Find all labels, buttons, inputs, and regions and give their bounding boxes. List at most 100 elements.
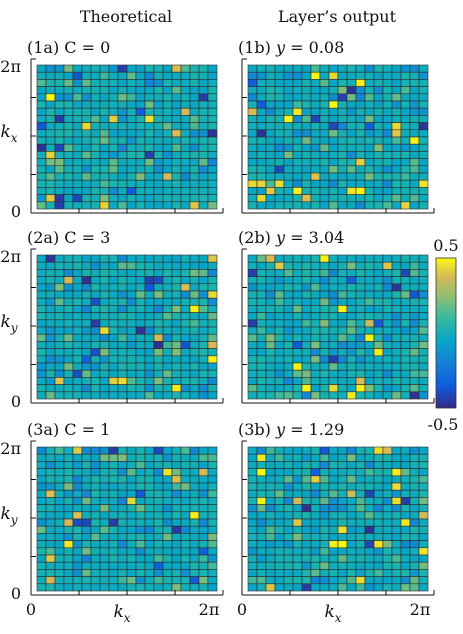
- heatmap-cell: [72, 561, 83, 570]
- heatmap-cell: [418, 143, 429, 152]
- heatmap-cell: [153, 283, 164, 292]
- heatmap-cell: [72, 540, 83, 549]
- heatmap-cell: [153, 276, 164, 285]
- heatmap-cell: [171, 86, 182, 95]
- heatmap-cell: [207, 179, 218, 188]
- heatmap-cell: [265, 100, 276, 109]
- heatmap-cell: [72, 143, 83, 152]
- heatmap-cell: [256, 283, 267, 292]
- heatmap-cell: [36, 261, 47, 270]
- heatmap-cell: [373, 194, 384, 203]
- heatmap-cell: [337, 482, 348, 491]
- heatmap-cell: [90, 276, 101, 285]
- heatmap-cell: [418, 348, 429, 357]
- heatmap-cell: [391, 64, 402, 73]
- heatmap-cell: [207, 326, 218, 335]
- heatmap-cell: [54, 93, 65, 102]
- heatmap-cell: [189, 583, 200, 592]
- heatmap-cell: [45, 79, 56, 87]
- heatmap-cell: [418, 547, 429, 556]
- heatmap-cell: [117, 348, 128, 357]
- heatmap-cell: [346, 290, 357, 299]
- y-tick-label: 0: [11, 584, 21, 603]
- heatmap-cell: [207, 100, 218, 109]
- heatmap-cell: [171, 369, 182, 378]
- heatmap-cell: [90, 569, 101, 577]
- heatmap-cell: [45, 540, 56, 549]
- heatmap-cell: [355, 179, 366, 188]
- heatmap-cell: [63, 547, 74, 556]
- heatmap-cell: [198, 305, 209, 313]
- heatmap-cell: [135, 525, 146, 534]
- heatmap-cell: [144, 369, 155, 378]
- heatmap-cell: [135, 129, 146, 138]
- heatmap-cell: [45, 362, 56, 371]
- x-tick-label: 0: [26, 600, 36, 619]
- heatmap-cell: [292, 518, 303, 527]
- heatmap-cell: [126, 326, 137, 335]
- heatmap-cell: [45, 518, 56, 527]
- heatmap-cell: [171, 100, 182, 109]
- heatmap-cell: [274, 333, 285, 342]
- heatmap-cell: [171, 107, 182, 116]
- heatmap-cell: [373, 122, 384, 131]
- heatmap-cell: [81, 461, 92, 469]
- heatmap-cell: [72, 276, 83, 285]
- heatmap-cell: [45, 71, 56, 80]
- heatmap-cell: [72, 576, 83, 585]
- heatmap-cell: [274, 475, 285, 484]
- heatmap-cell: [409, 453, 420, 462]
- heatmap-cell: [189, 305, 200, 313]
- heatmap-cell: [180, 554, 191, 563]
- heatmap-cell: [90, 362, 101, 371]
- heatmap-cell: [391, 276, 402, 285]
- heatmap-cell: [274, 151, 285, 159]
- heatmap-cell: [54, 554, 65, 563]
- heatmap-cell: [328, 100, 339, 109]
- heatmap-cell: [144, 79, 155, 87]
- heatmap-cell: [63, 525, 74, 534]
- heatmap-cell: [81, 269, 92, 277]
- heatmap-cell: [310, 348, 321, 357]
- heatmap-cell: [63, 362, 74, 371]
- heatmap-cell: [117, 384, 128, 393]
- heatmap-cell: [117, 129, 128, 138]
- heatmap-cell: [72, 497, 83, 505]
- heatmap-cell: [301, 290, 312, 299]
- heatmap-cell: [153, 64, 164, 73]
- heatmap-cell: [355, 355, 366, 364]
- heatmap-cell: [108, 71, 119, 80]
- heatmap-cell: [346, 79, 357, 87]
- heatmap-cell: [319, 511, 330, 520]
- heatmap-cell: [400, 276, 411, 285]
- heatmap-cell: [36, 489, 47, 498]
- heatmap-cell: [400, 158, 411, 167]
- heatmap-cell: [36, 254, 47, 263]
- heatmap-cell: [301, 187, 312, 195]
- heatmap-cell: [90, 326, 101, 335]
- heatmap-cell: [319, 355, 330, 364]
- heatmap-cell: [247, 143, 258, 152]
- heatmap-cell: [355, 525, 366, 534]
- heatmap-cell: [153, 355, 164, 364]
- heatmap-cell: [117, 355, 128, 364]
- heatmap-cell: [189, 362, 200, 371]
- heatmap-cell: [274, 489, 285, 498]
- heatmap-cell: [63, 187, 74, 195]
- heatmap-cell: [45, 187, 56, 195]
- heatmap-cell: [180, 122, 191, 131]
- heatmap-cell: [400, 261, 411, 270]
- heatmap-cell: [126, 143, 137, 152]
- heatmap-cell: [63, 355, 74, 364]
- heatmap-cell: [292, 136, 303, 145]
- heatmap-cell: [346, 143, 357, 152]
- heatmap-cell: [54, 504, 65, 513]
- heatmap-cell: [180, 369, 191, 378]
- heatmap-cell: [90, 179, 101, 188]
- heatmap-cell: [90, 547, 101, 556]
- heatmap-cell: [198, 107, 209, 116]
- heatmap-cell: [274, 194, 285, 203]
- heatmap-cell: [126, 540, 137, 549]
- heatmap-cell: [162, 482, 173, 491]
- heatmap-cell: [45, 569, 56, 577]
